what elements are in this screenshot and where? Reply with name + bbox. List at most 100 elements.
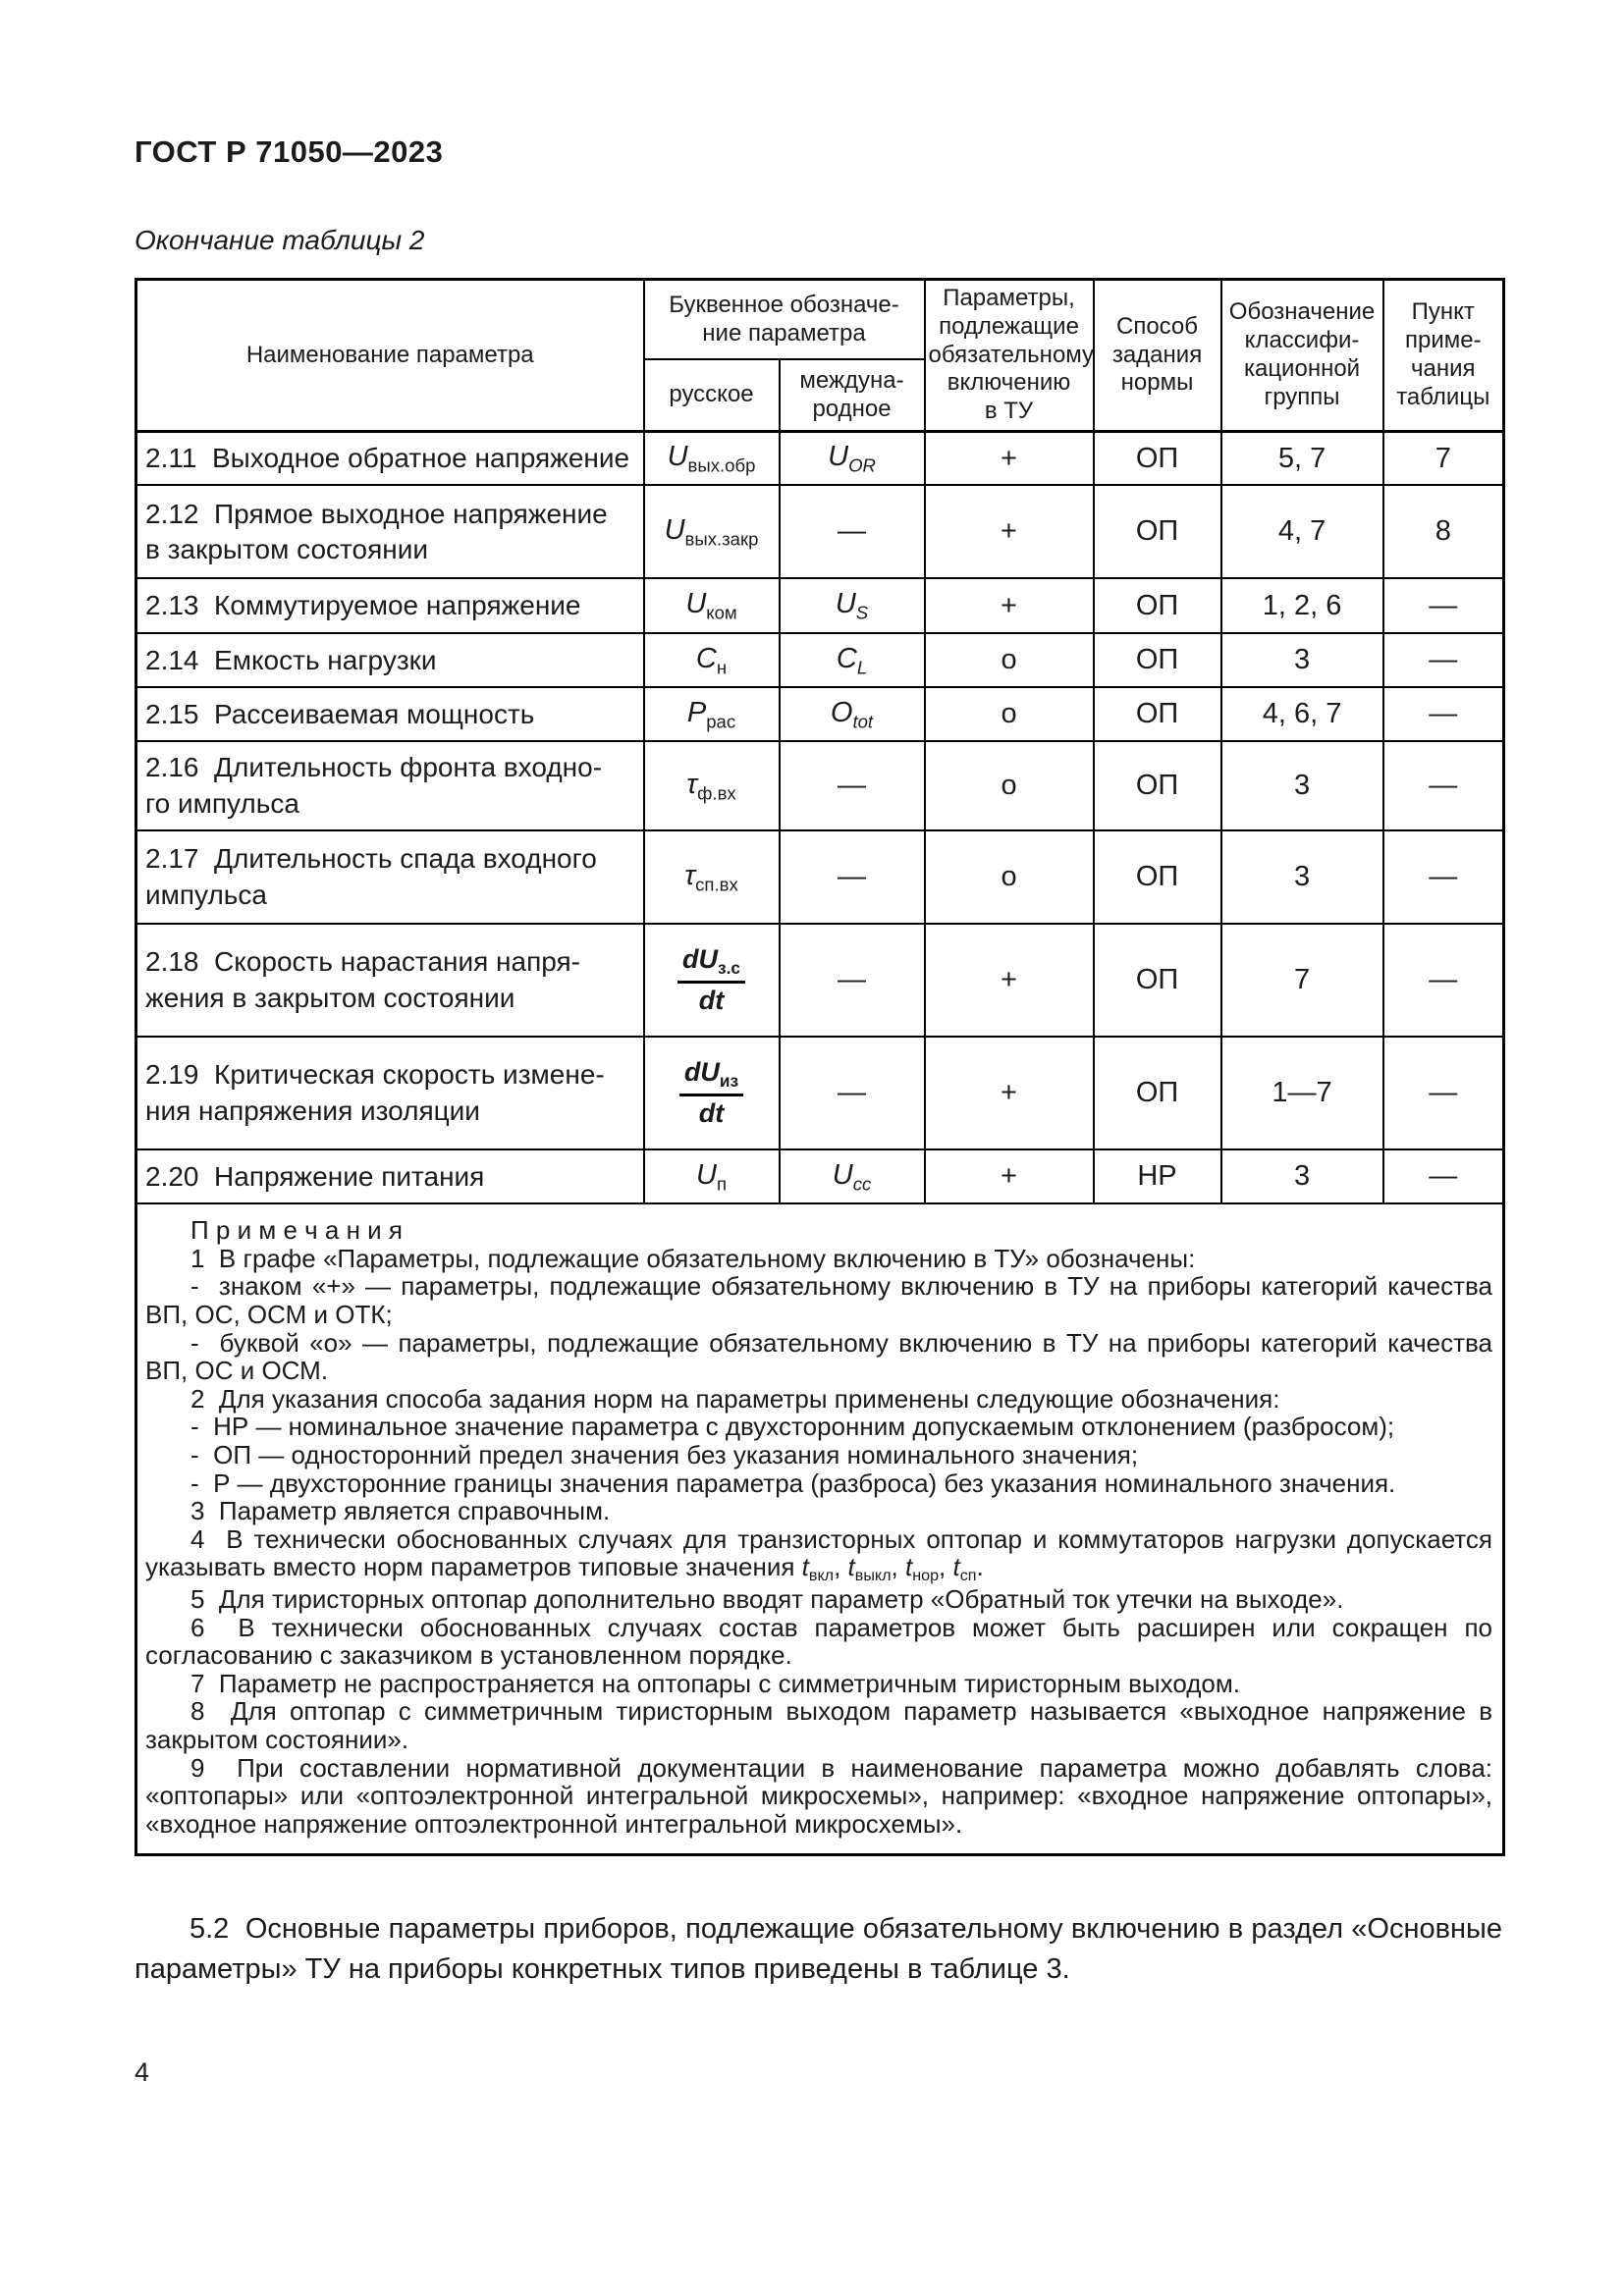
param-name: 2.14 Емкость нагрузки bbox=[135, 632, 645, 689]
param-note: — bbox=[1381, 577, 1505, 635]
param-symbol-russian: Uп bbox=[642, 1148, 781, 1205]
param-group: 1—7 bbox=[1219, 1036, 1384, 1151]
note-item: - буквой «о» — параметры, подлежащие обя… bbox=[145, 1327, 1493, 1386]
param-group: 3 bbox=[1219, 740, 1384, 832]
param-mandatory: о bbox=[923, 686, 1095, 743]
param-symbol-international: Otot bbox=[778, 686, 926, 743]
table-caption: Окончание таблицы 2 bbox=[135, 225, 425, 255]
page-number: 4 bbox=[135, 2057, 150, 2087]
note-item: 5 Для тиристорных оптопар дополнительно … bbox=[190, 1583, 1344, 1614]
param-note: — bbox=[1381, 923, 1505, 1039]
param-method: ОП bbox=[1092, 430, 1222, 487]
param-method: ОП bbox=[1092, 484, 1222, 580]
param-note: — bbox=[1381, 686, 1505, 743]
param-symbol-international: — bbox=[778, 740, 926, 832]
note-item: 3 Параметр является справочным. bbox=[190, 1496, 611, 1526]
param-name: 2.18 Скорость нарастания напря- жения в … bbox=[135, 923, 645, 1039]
param-group: 5, 7 bbox=[1219, 430, 1384, 487]
table-row: 2.14 Емкость нагрузки Cн CL о ОП 3— bbox=[135, 632, 1505, 689]
param-symbol-russian: τсп.вх bbox=[642, 829, 781, 926]
param-group: 3 bbox=[1219, 829, 1384, 926]
param-name: 2.12 Прямое выходное напряжение в закрыт… bbox=[135, 484, 645, 580]
param-symbol-international: — bbox=[778, 829, 926, 926]
param-mandatory: + bbox=[923, 430, 1095, 487]
parameters-table: Наименование параметра Буквенное обознач… bbox=[135, 278, 1506, 1857]
document-title: ГОСТ Р 71050—2023 bbox=[135, 134, 444, 169]
param-group: 3 bbox=[1219, 1148, 1384, 1205]
param-name: 2.20 Напряжение питания bbox=[135, 1148, 645, 1205]
param-method: ОП bbox=[1092, 1036, 1222, 1151]
param-name: 2.11 Выходное обратное напряжение bbox=[135, 430, 645, 487]
param-note: — bbox=[1381, 829, 1505, 926]
fraction-symbol: dUиз dt bbox=[678, 1057, 744, 1129]
param-symbol-international: — bbox=[778, 923, 926, 1039]
note-item: - НР — номинальное значение параметра с … bbox=[190, 1412, 1395, 1442]
note-item: 8 Для оптопар с симметричным тиристорным… bbox=[145, 1696, 1493, 1754]
col-header-note: Пункт приме- чания таблицы bbox=[1381, 278, 1505, 433]
param-note: 8 bbox=[1381, 484, 1505, 580]
notes-heading: П р и м е ч а н и я bbox=[190, 1215, 403, 1246]
param-symbol-international: UOR bbox=[778, 430, 926, 487]
param-group: 4, 6, 7 bbox=[1219, 686, 1384, 743]
table-row: 2.16 Длительность фронта входно- го импу… bbox=[135, 740, 1505, 832]
note-item: - знаком «+» — параметры, подлежащие обя… bbox=[145, 1271, 1493, 1330]
col-header-method: Способ задания нормы bbox=[1092, 278, 1222, 433]
param-symbol-international: — bbox=[778, 1036, 926, 1151]
param-symbol-russian: Uвых.закр bbox=[642, 484, 781, 580]
param-group: 7 bbox=[1219, 923, 1384, 1039]
col-header-russian: русское bbox=[642, 358, 781, 433]
table-header: Наименование параметра Буквенное обознач… bbox=[135, 278, 1505, 433]
param-note: — bbox=[1381, 1148, 1505, 1205]
col-header-letter-designation: Буквенное обозначе- ние параметра bbox=[642, 278, 926, 361]
param-symbol-russian: Pрас bbox=[642, 686, 781, 743]
param-symbol-russian: dUиз dt bbox=[642, 1036, 781, 1151]
param-method: ОП bbox=[1092, 829, 1222, 926]
param-symbol-russian: Uком bbox=[642, 577, 781, 635]
param-note: — bbox=[1381, 632, 1505, 689]
note-item: 4 В технически обоснованных случаях для … bbox=[145, 1523, 1493, 1585]
table-row: 2.19 Критическая скорость измене- ния на… bbox=[135, 1036, 1505, 1151]
param-group: 1, 2, 6 bbox=[1219, 577, 1384, 635]
param-name: 2.13 Коммутируемое напряжение bbox=[135, 577, 645, 635]
param-symbol-international: Ucc bbox=[778, 1148, 926, 1205]
table-row: 2.17 Длительность спада входного импульс… bbox=[135, 829, 1505, 926]
note-item: 2 Для указания способа задания норм на п… bbox=[190, 1383, 1280, 1414]
param-method: ОП bbox=[1092, 923, 1222, 1039]
table-row: 2.15 Рассеиваемая мощность Pрас Otot о ОП 4, … bbox=[135, 686, 1505, 743]
param-mandatory: о bbox=[923, 632, 1095, 689]
note-item: - Р — двухсторонние границы значения пар… bbox=[190, 1468, 1396, 1498]
param-mandatory: + bbox=[923, 923, 1095, 1039]
table-row: 2.11 Выходное обратное напряжение Uвых.об… bbox=[135, 430, 1505, 487]
table-row: 2.20 Напряжение питания Uп Ucc + НР 3— bbox=[135, 1148, 1505, 1205]
param-note: — bbox=[1381, 740, 1505, 832]
table-row: 2.12 Прямое выходное напряжение в закрыт… bbox=[135, 484, 1505, 580]
param-mandatory: о bbox=[923, 829, 1095, 926]
param-symbol-international: — bbox=[778, 484, 926, 580]
paragraph-5-2: 5.2 Основные параметры приборов, подлежа… bbox=[135, 1913, 1502, 1985]
table-row: 2.18 Скорость нарастания напря- жения в … bbox=[135, 923, 1505, 1039]
param-symbol-international: CL bbox=[778, 632, 926, 689]
param-group: 3 bbox=[1219, 632, 1384, 689]
table-row: 2.13 Коммутируемое напряжение Uком US + ОП 1,… bbox=[135, 577, 1505, 635]
param-mandatory: + bbox=[923, 1036, 1095, 1151]
param-name: 2.19 Критическая скорость измене- ния на… bbox=[135, 1036, 645, 1151]
param-name: 2.15 Рассеиваемая мощность bbox=[135, 686, 645, 743]
note-item: 6 В технически обоснованных случаях сост… bbox=[145, 1612, 1493, 1671]
param-method: НР bbox=[1092, 1148, 1222, 1205]
col-header-group: Обозначение классифи- кационной группы bbox=[1219, 278, 1384, 433]
param-method: ОП bbox=[1092, 740, 1222, 832]
param-mandatory: + bbox=[923, 577, 1095, 635]
param-method: ОП bbox=[1092, 686, 1222, 743]
param-symbol-russian: τф.вх bbox=[642, 740, 781, 832]
note-item: 9 При составлении нормативной документац… bbox=[145, 1752, 1493, 1839]
note-item: 1 В графе «Параметры, подлежащие обязате… bbox=[190, 1243, 1196, 1273]
param-symbol-russian: Cн bbox=[642, 632, 781, 689]
param-group: 4, 7 bbox=[1219, 484, 1384, 580]
param-method: ОП bbox=[1092, 577, 1222, 635]
param-symbol-russian: Uвых.обр bbox=[642, 430, 781, 487]
col-header-international: междуна- родное bbox=[778, 358, 926, 433]
